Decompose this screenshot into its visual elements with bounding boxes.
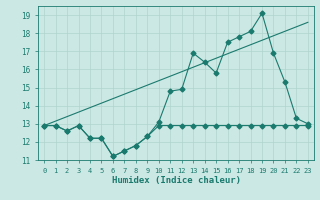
X-axis label: Humidex (Indice chaleur): Humidex (Indice chaleur) (111, 176, 241, 185)
